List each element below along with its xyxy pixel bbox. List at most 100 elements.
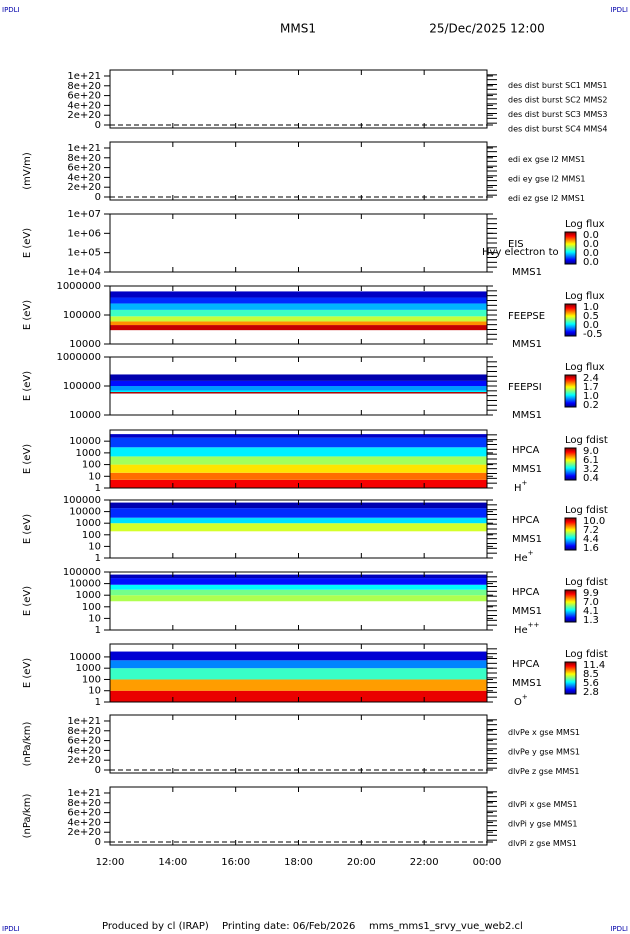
colorbar-title: Log flux [565, 291, 605, 302]
colorbar-tick-label: 4.4 [583, 534, 599, 545]
panel-frame [109, 141, 488, 201]
y-tick-label: 10000 [69, 339, 101, 350]
y-axis-label: E (eV) [22, 300, 33, 330]
y-tick-label: 10 [88, 471, 101, 482]
spectrogram-band [110, 297, 487, 304]
spacecraft-label: MMS1 [512, 464, 542, 475]
spectrogram-band [110, 437, 487, 448]
colorbar-tick-label: 4.1 [583, 606, 599, 617]
x-tick-label: 16:00 [221, 857, 250, 868]
y-tick-label: 10 [88, 686, 101, 697]
spectrogram-band [110, 508, 487, 518]
spectrogram-band [110, 584, 487, 590]
overlay-text: Hvy electron to [482, 247, 559, 258]
x-tick-label: 22:00 [410, 857, 439, 868]
colorbar-tick-label: 7.2 [583, 525, 599, 536]
y-tick-label: 2e+20 [67, 827, 101, 838]
y-tick-label: 1000 [76, 448, 101, 459]
y-tick-label: 6e+20 [67, 163, 101, 174]
y-tick-label: 1000 [76, 663, 101, 674]
legend-entry: edi ex gse l2 MMS1 [508, 155, 585, 164]
title: MMS1 [280, 22, 316, 36]
y-tick-label: 1e+21 [67, 788, 101, 799]
species: H [514, 483, 522, 494]
colorbar-tick-label: 3.2 [583, 464, 599, 475]
y-tick-label: 10000 [69, 507, 101, 518]
spectrogram-band [110, 523, 487, 532]
y-tick-label: 10000 [69, 436, 101, 447]
y-tick-label: 1e+04 [67, 267, 101, 278]
footer-text: Printing date: 06/Feb/2026 [222, 921, 355, 932]
datetime: 25/Dec/2025 12:00 [429, 22, 545, 36]
y-axis-label: E (eV) [22, 228, 33, 258]
legend-entry: des dist burst SC2 MMS2 [508, 95, 607, 104]
y-axis-label: E (eV) [22, 444, 33, 474]
colorbar-title: Log flux [565, 362, 605, 373]
y-tick-label: 100000 [63, 495, 101, 506]
y-tick-label: 1e+05 [67, 248, 101, 259]
spectrogram-band [110, 325, 487, 331]
y-tick-label: 10000 [69, 410, 101, 421]
y-tick-label: 4e+20 [67, 817, 101, 828]
spectrogram-band [110, 390, 487, 393]
y-tick-label: 2e+20 [67, 755, 101, 766]
y-tick-label: 100000 [63, 567, 101, 578]
spectrogram-band [110, 578, 487, 585]
instrument-label: FEEPSE [508, 311, 545, 322]
y-tick-label: 8e+20 [67, 153, 101, 164]
y-axis-label: E (eV) [22, 514, 33, 544]
spacecraft-label: MMS1 [512, 534, 542, 545]
spectrogram-band [110, 291, 487, 298]
y-tick-label: 10 [88, 613, 101, 624]
charge: + [522, 479, 528, 487]
colorbar-tick-label: 9.9 [583, 588, 599, 599]
colorbar-title: Log fdist [565, 505, 608, 516]
y-tick-label: 8e+20 [67, 81, 101, 92]
legend-entry: dlvPi y gse MMS1 [508, 820, 577, 829]
corner-label: IPDLI [2, 925, 20, 933]
y-tick-label: 1000 [76, 518, 101, 529]
colorbar-tick-label: 0.0 [583, 230, 599, 241]
species: He [514, 625, 528, 636]
spacecraft-label: MMS1 [512, 410, 542, 421]
instrument-label: HPCA [512, 445, 540, 456]
colorbar [564, 447, 577, 481]
footer-text: Produced by cl (IRAP) [102, 921, 209, 932]
y-tick-label: 1e+21 [67, 71, 101, 82]
spectrogram-band [110, 434, 487, 438]
y-axis-label: (mV/m) [22, 152, 33, 190]
spectrogram-band [110, 321, 487, 326]
species-label: He++ [514, 621, 540, 636]
y-tick-label: 4e+20 [67, 172, 101, 183]
y-tick-label: 1 [95, 697, 101, 708]
colorbar-title: Log fdist [565, 649, 608, 660]
spectrogram-band [110, 679, 487, 691]
corner-label: IPDLI [2, 6, 20, 14]
legend-entry: des dist burst SC3 MMS3 [508, 110, 607, 119]
y-tick-label: 100 [82, 602, 101, 613]
panel-frame [109, 69, 488, 129]
y-tick-label: 100 [82, 460, 101, 471]
y-tick-label: 0 [95, 837, 101, 848]
colorbar-tick-label: 10.0 [583, 516, 605, 527]
spectrogram-band [110, 380, 487, 386]
species: He [514, 553, 528, 564]
charge: ++ [528, 621, 540, 629]
instrument-label: HPCA [512, 515, 540, 526]
y-tick-label: 2e+20 [67, 182, 101, 193]
charge: + [522, 693, 528, 701]
spectrogram-band [110, 660, 487, 669]
y-tick-label: 10000 [69, 652, 101, 663]
legend-entry: dlvPe y gse MMS1 [508, 748, 580, 757]
colorbar [564, 517, 577, 551]
colorbar-tick-label: 0.0 [583, 239, 599, 250]
y-tick-label: 1 [95, 553, 101, 564]
y-tick-label: 2e+20 [67, 110, 101, 121]
y-tick-label: 8e+20 [67, 798, 101, 809]
species-label: He+ [514, 549, 534, 564]
spectrogram-band [110, 316, 487, 322]
colorbar-tick-label: 2.4 [583, 373, 599, 384]
spectrogram-band [110, 309, 487, 317]
species: O [514, 697, 522, 708]
colorbar-tick-label: 0.5 [583, 311, 599, 322]
